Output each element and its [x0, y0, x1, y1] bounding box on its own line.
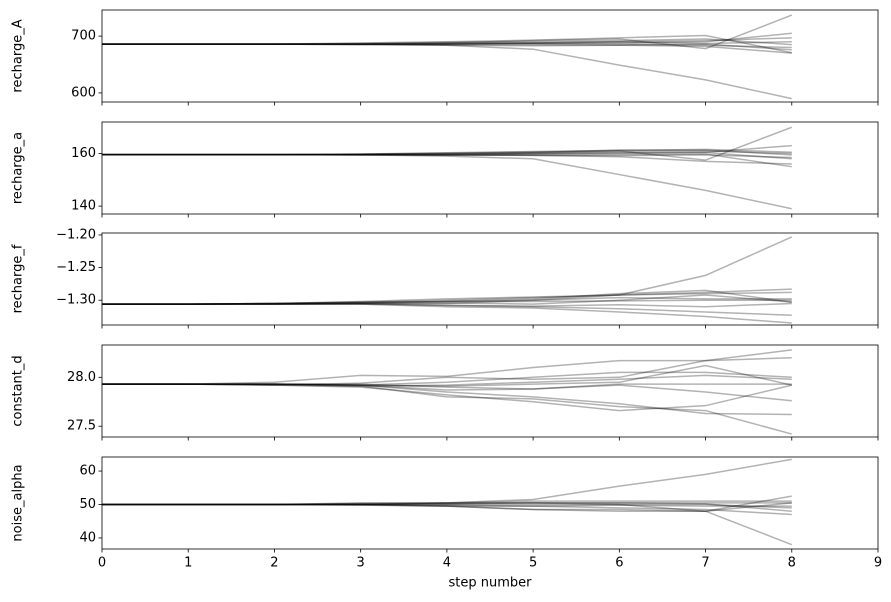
- walker-line: [102, 41, 792, 45]
- walker-line: [102, 302, 792, 308]
- x-axis-label: step number: [449, 576, 533, 591]
- walker-line: [102, 294, 792, 305]
- y-axis-label: recharge_a: [11, 132, 26, 204]
- walker-line: [102, 38, 792, 46]
- y-tick-label: 160: [71, 146, 96, 161]
- plot-frame: [101, 232, 879, 326]
- walker-line: [102, 289, 792, 305]
- walker-line: [102, 383, 792, 412]
- y-tick-label: 140: [71, 199, 96, 214]
- x-tick-label: 2: [270, 556, 278, 571]
- walker-line: [102, 299, 792, 305]
- plot-frame: [101, 9, 879, 103]
- walker-line: [102, 32, 792, 46]
- walker-line: [102, 503, 792, 509]
- walker-line: [102, 151, 792, 160]
- x-tick-label: 6: [615, 556, 623, 571]
- plot-frame: [101, 344, 879, 438]
- walker-line: [102, 291, 792, 305]
- plot-frame: [101, 456, 879, 550]
- walker-line: [102, 149, 792, 156]
- walker-line: [102, 42, 792, 49]
- walker-line: [102, 502, 792, 512]
- walker-line: [102, 502, 792, 506]
- walker-line: [102, 503, 792, 516]
- y-axis-label: noise_alpha: [11, 464, 26, 541]
- x-tick-label: 3: [357, 556, 365, 571]
- walker-line: [102, 37, 792, 45]
- walker-line: [102, 383, 792, 391]
- x-tick-label: 8: [788, 556, 796, 571]
- walker-line: [102, 153, 792, 210]
- x-tick-label: 1: [184, 556, 192, 571]
- y-tick-label: −1.30: [56, 293, 96, 308]
- walker-line: [102, 458, 792, 506]
- walker-line: [102, 153, 792, 168]
- walker-line: [102, 14, 793, 50]
- y-tick-label: 600: [71, 85, 96, 100]
- walker-line: [102, 288, 792, 305]
- walker-line: [102, 502, 792, 512]
- walker-line: [102, 364, 792, 387]
- walker-line: [102, 153, 792, 165]
- x-tick-label: 5: [529, 556, 537, 571]
- y-tick-label: 28.0: [67, 370, 96, 385]
- walker-line: [102, 383, 792, 435]
- x-tick-label: 7: [701, 556, 709, 571]
- walker-line: [102, 302, 792, 316]
- y-tick-label: 27.5: [67, 419, 96, 434]
- plot-frame: [101, 121, 879, 215]
- walker-line: [102, 503, 792, 507]
- x-tick-label: 0: [98, 556, 106, 571]
- y-tick-label: −1.20: [56, 227, 96, 242]
- walker-line: [102, 126, 793, 161]
- y-axis-label: recharge_f: [11, 244, 26, 313]
- walker-line: [102, 43, 792, 51]
- walker-line: [102, 148, 792, 156]
- walker-line: [102, 236, 793, 305]
- walker-line: [102, 371, 792, 386]
- walker-line: [102, 153, 792, 159]
- y-tick-label: −1.25: [56, 260, 96, 275]
- walker-line: [102, 303, 792, 324]
- x-tick-label: 4: [443, 556, 451, 571]
- walker-line: [102, 383, 792, 402]
- walker-line: [102, 296, 792, 305]
- y-tick-label: 60: [79, 464, 96, 479]
- walker-line: [102, 503, 793, 546]
- y-tick-label: 40: [79, 530, 96, 545]
- walker-line: [102, 34, 792, 54]
- walker-line: [102, 356, 792, 385]
- walker-line: [102, 374, 792, 387]
- walker-line: [102, 43, 792, 100]
- walker-line: [102, 43, 792, 54]
- y-tick-label: 700: [71, 29, 96, 44]
- y-tick-label: 50: [79, 497, 96, 512]
- walker-line: [102, 383, 792, 416]
- y-axis-label: constant_d: [11, 355, 26, 426]
- walker-line: [102, 150, 792, 156]
- walker-line: [102, 144, 792, 156]
- walker-line: [102, 495, 792, 512]
- x-tick-label: 9: [874, 556, 882, 571]
- walker-line: [102, 500, 792, 506]
- walker-line: [102, 349, 792, 386]
- y-axis-label: recharge_A: [11, 19, 26, 92]
